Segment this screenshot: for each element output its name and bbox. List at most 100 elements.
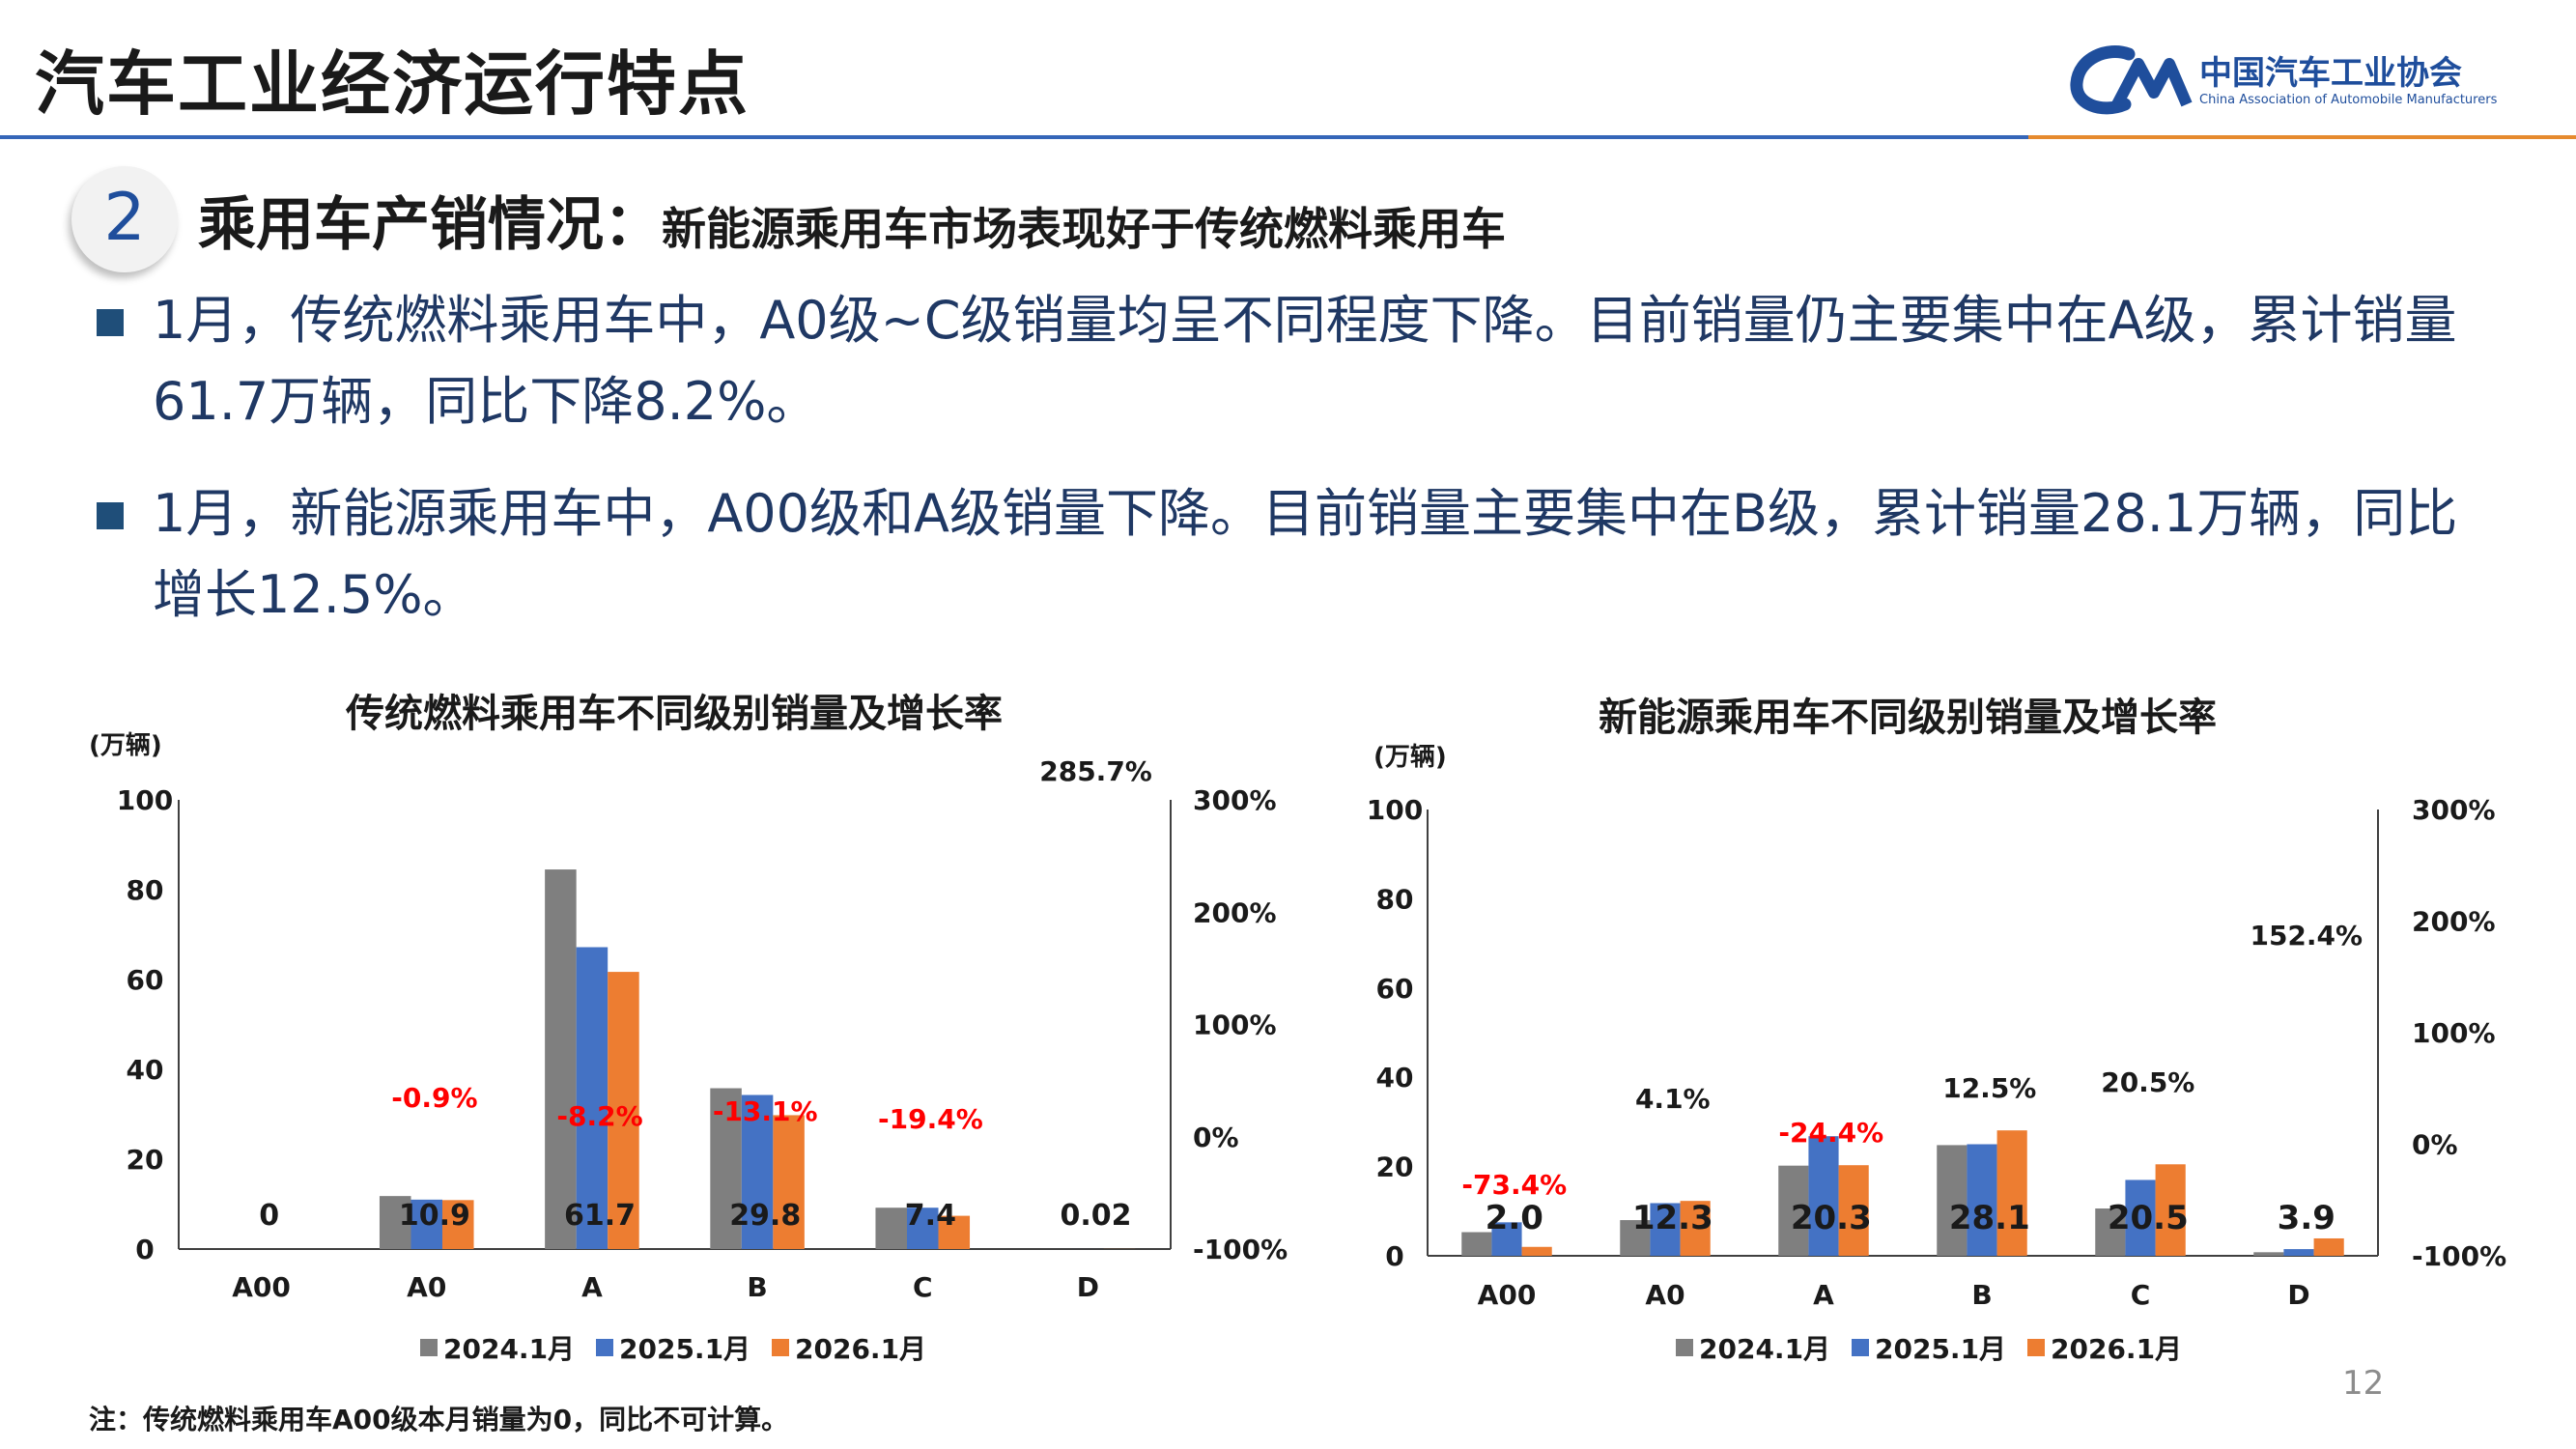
bullet-text: 1月，传统燃料乘用车中，A0级~C级销量均呈不同程度下降。目前销量仍主要集中在A…	[153, 290, 2457, 432]
section-heading: 乘用车产销情况：新能源乘用车市场表现好于传统燃料乘用车	[198, 178, 1506, 262]
bullet-square-icon	[97, 502, 124, 529]
header-divider-accent	[2028, 135, 2576, 139]
bar	[1967, 1144, 1997, 1256]
growth-rate-label: -24.4%	[1778, 1117, 1883, 1149]
y-tick-label: 0	[135, 1234, 154, 1265]
y2-tick-label: -100%	[2412, 1240, 2506, 1272]
bar	[608, 972, 639, 1249]
chart-title: 传统燃料乘用车不同级别销量及增长率	[345, 692, 1003, 736]
y-tick-label: 20	[1376, 1151, 1414, 1183]
x-tick-label: A00	[1478, 1279, 1537, 1311]
bar	[773, 1115, 805, 1249]
bar	[2253, 1252, 2284, 1256]
caam-logo-icon	[2070, 45, 2193, 115]
y-tick-label: 40	[127, 1054, 164, 1086]
data-label: 10.9	[399, 1199, 470, 1233]
legend-label: 2026.1月	[2051, 1333, 2182, 1365]
y2-tick-label: 0%	[1193, 1122, 1239, 1153]
legend-swatch	[2027, 1339, 2045, 1356]
data-label: 12.3	[1632, 1199, 1713, 1237]
growth-rate-label: -8.2%	[556, 1100, 642, 1132]
y2-tick-label: 300%	[1193, 784, 1277, 816]
y2-tick-label: -100%	[1193, 1234, 1288, 1265]
section-number: 2	[103, 180, 146, 256]
y2-tick-label: 100%	[1193, 1009, 1277, 1041]
legend-label: 2024.1月	[1699, 1333, 1830, 1365]
bar	[906, 1208, 939, 1249]
y-tick-label: 80	[1376, 883, 1414, 915]
x-tick-label: A	[1813, 1279, 1834, 1311]
x-tick-label: B	[1971, 1279, 1992, 1311]
data-label: 0	[259, 1199, 279, 1233]
growth-rate-label: -0.9%	[391, 1082, 477, 1114]
bullet-item: 1月，传统燃料乘用车中，A0级~C级销量均呈不同程度下降。目前销量仍主要集中在A…	[97, 280, 2492, 442]
bar	[2283, 1249, 2314, 1256]
y-tick-label: 0	[1385, 1240, 1403, 1272]
section-title: 乘用车产销情况：	[198, 191, 662, 259]
bar	[1461, 1232, 1492, 1256]
data-label: 3.9	[2278, 1199, 2335, 1237]
growth-rate-label: 4.1%	[1635, 1083, 1711, 1115]
page-title: 汽车工业经济运行特点	[35, 43, 750, 125]
legend-swatch	[1852, 1339, 1869, 1356]
bar	[2125, 1179, 2156, 1256]
data-label: 20.3	[1791, 1199, 1872, 1237]
bar	[1620, 1220, 1651, 1256]
x-tick-label: C	[913, 1271, 933, 1303]
bar	[1838, 1165, 1869, 1256]
bullet-item: 1月，新能源乘用车中，A00级和A级销量下降。目前销量主要集中在B级，累计销量2…	[97, 473, 2492, 636]
data-label: 61.7	[564, 1199, 636, 1233]
data-label: 7.4	[905, 1199, 956, 1233]
legend-label: 2025.1月	[619, 1333, 750, 1365]
bar	[1491, 1222, 1522, 1256]
bar	[1650, 1203, 1681, 1256]
caam-logo: 中国汽车工业协会 China Association of Automobile…	[2069, 37, 2498, 124]
bar	[379, 1196, 411, 1249]
y-tick-label: 40	[1376, 1062, 1414, 1094]
y2-tick-label: 200%	[2412, 906, 2496, 938]
bar	[545, 869, 577, 1249]
growth-rate-label: 20.5%	[2101, 1066, 2194, 1098]
bar	[1521, 1246, 1552, 1256]
data-label: 28.1	[1949, 1199, 2030, 1237]
legend-label: 2025.1月	[1875, 1333, 2006, 1365]
y-axis-unit-label: (万辆)	[1373, 743, 1447, 772]
chart-title: 新能源乘用车不同级别销量及增长率	[1599, 696, 2217, 740]
section-number-badge: 2	[71, 166, 178, 272]
x-tick-label: C	[2131, 1279, 2151, 1311]
growth-rate-label: 285.7%	[1039, 755, 1152, 787]
y-tick-label: 60	[1376, 973, 1414, 1005]
growth-rate-label: -73.4%	[1461, 1169, 1567, 1201]
x-tick-label: D	[1077, 1271, 1099, 1303]
logo-text-cn: 中国汽车工业协会	[2199, 54, 2462, 93]
bar	[1808, 1136, 1839, 1256]
data-label: 20.5	[2108, 1199, 2189, 1237]
growth-rate-label: 152.4%	[2250, 920, 2363, 952]
y-tick-label: 80	[127, 874, 164, 906]
data-label: 2.0	[1486, 1199, 1543, 1237]
data-label: 0.02	[1061, 1199, 1132, 1233]
growth-rate-label: -13.1%	[713, 1095, 818, 1127]
x-tick-label: A00	[232, 1271, 291, 1303]
y2-tick-label: 200%	[1193, 896, 1277, 928]
bar	[938, 1215, 971, 1249]
x-tick-label: A	[581, 1271, 603, 1303]
bar	[875, 1208, 907, 1249]
logo-text-en: China Association of Automobile Manufact…	[2199, 93, 2498, 107]
bar	[410, 1199, 443, 1249]
bar	[1996, 1130, 2027, 1256]
y-tick-label: 100	[1367, 794, 1423, 826]
legend-swatch	[1676, 1339, 1693, 1356]
y2-tick-label: 300%	[2412, 794, 2496, 826]
legend-label: 2024.1月	[443, 1333, 575, 1365]
bar	[2313, 1237, 2344, 1256]
y-tick-label: 100	[117, 784, 173, 816]
y-tick-label: 20	[127, 1144, 164, 1176]
bar	[2095, 1208, 2126, 1256]
growth-rate-label: -19.4%	[878, 1103, 983, 1135]
legend-swatch	[772, 1339, 789, 1356]
header-divider	[0, 135, 2576, 139]
section-subtitle: 新能源乘用车市场表现好于传统燃料乘用车	[662, 203, 1506, 255]
bar	[2155, 1164, 2186, 1256]
